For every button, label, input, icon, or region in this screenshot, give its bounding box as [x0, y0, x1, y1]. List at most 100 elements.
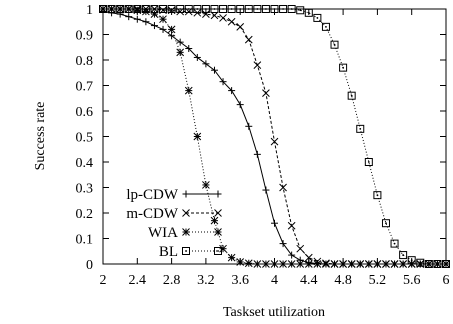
data-point-cross [262, 89, 270, 98]
data-point-plus [288, 251, 296, 259]
data-point-boxdot [407, 256, 416, 265]
legend-item-lp-CDW: lp-CDW [126, 187, 222, 203]
data-point-boxdot [150, 5, 159, 13]
data-point-star [313, 260, 322, 268]
data-point-star [236, 258, 245, 266]
data-point-boxdot [141, 5, 150, 13]
y-tick-label: 0.5 [76, 131, 94, 146]
data-point-star [219, 244, 227, 253]
data-point-boxdot [99, 5, 107, 13]
legend: lp-CDW m-CDW WIA BL [126, 187, 222, 260]
x-tick-label: 5.2 [369, 273, 387, 288]
data-point-boxdot [364, 158, 373, 166]
data-point-boxdot [347, 91, 356, 100]
data-point-plus [159, 25, 167, 33]
legend-label: m-CDW [126, 206, 179, 222]
x-tick-label: 4.4 [300, 273, 318, 288]
legend-item-m-CDW: m-CDW [126, 206, 222, 222]
y-tick-label: 0.3 [76, 182, 94, 197]
data-point-plus [210, 66, 218, 74]
data-point-star [287, 260, 296, 268]
x-axis-label: Taskset utilization [223, 305, 325, 320]
data-point-plus [214, 190, 222, 198]
data-point-cross [227, 17, 236, 26]
data-point-plus [176, 38, 184, 46]
data-point-star [279, 260, 287, 268]
data-point-boxdot [287, 5, 296, 13]
data-point-boxdot [124, 5, 133, 13]
data-point-boxdot [176, 5, 185, 13]
data-point-plus [228, 87, 236, 95]
x-tick-label: 4 [271, 273, 278, 288]
data-point-boxdot [424, 260, 433, 268]
data-point-cross [214, 209, 222, 217]
data-point-boxdot [373, 191, 382, 200]
data-point-star [390, 260, 399, 268]
x-tick-label: 2 [100, 273, 107, 288]
data-point-star [347, 260, 356, 268]
data-point-boxdot [390, 239, 399, 248]
data-point-plus [253, 150, 261, 158]
data-point-cross [219, 14, 227, 22]
data-point-cross [244, 35, 253, 44]
data-point-boxdot [210, 5, 219, 13]
data-point-star [227, 253, 236, 262]
data-point-cross [304, 253, 313, 262]
data-point-star [176, 48, 185, 57]
data-point-boxdot [313, 13, 322, 22]
data-point-star [270, 260, 279, 268]
series-layer [99, 5, 450, 268]
data-point-star [296, 260, 305, 268]
x-tick-label: 4.8 [334, 273, 352, 288]
data-point-boxdot [214, 247, 222, 255]
data-point-cross [287, 221, 296, 230]
data-point-star [193, 132, 202, 141]
data-point-star [356, 260, 365, 268]
y-tick-label: 0.8 [76, 54, 94, 69]
data-point-star [159, 15, 167, 24]
data-point-star [150, 10, 159, 18]
y-tick-label: 0.4 [76, 156, 94, 171]
data-point-star [382, 260, 390, 268]
x-tick-label: 2.8 [163, 273, 181, 288]
data-point-boxdot [356, 124, 365, 133]
y-tick-label: 0.1 [76, 233, 94, 248]
data-point-boxdot [261, 5, 270, 13]
data-point-star [262, 260, 270, 268]
x-tick-label: 3.6 [231, 273, 249, 288]
data-point-boxdot [201, 5, 210, 13]
data-point-plus [125, 13, 133, 21]
data-point-boxdot [116, 5, 125, 13]
data-point-plus [133, 15, 141, 23]
x-tick-label: 2.4 [129, 273, 147, 288]
data-point-boxdot [279, 5, 288, 13]
data-point-cross [296, 244, 305, 253]
x-tick-label: 3.2 [197, 273, 215, 288]
data-point-plus [185, 45, 193, 53]
data-point-star [182, 228, 190, 236]
data-point-cross [270, 137, 279, 146]
data-point-cross [210, 11, 219, 20]
data-point-boxdot [167, 5, 176, 13]
y-axis-label: Success rate [33, 102, 48, 171]
data-point-star [399, 260, 407, 268]
data-point-plus [262, 186, 270, 194]
data-point-boxdot [304, 8, 313, 17]
data-point-plus [193, 53, 201, 61]
data-point-plus [279, 240, 287, 248]
data-point-plus [150, 22, 158, 30]
data-point-boxdot [330, 40, 339, 49]
data-point-boxdot [159, 5, 168, 13]
data-point-star [339, 260, 347, 268]
legend-label: BL [159, 244, 178, 260]
data-point-star [214, 228, 222, 236]
x-tick-label: 5.6 [403, 273, 421, 288]
data-point-cross [176, 7, 185, 16]
y-tick-label: 0.2 [76, 207, 94, 222]
data-point-boxdot [184, 5, 193, 13]
y-tick-label: 0 [86, 258, 93, 273]
data-point-plus [142, 18, 150, 26]
data-point-star [304, 260, 313, 268]
data-point-boxdot [244, 5, 253, 13]
series-BL [99, 5, 450, 268]
